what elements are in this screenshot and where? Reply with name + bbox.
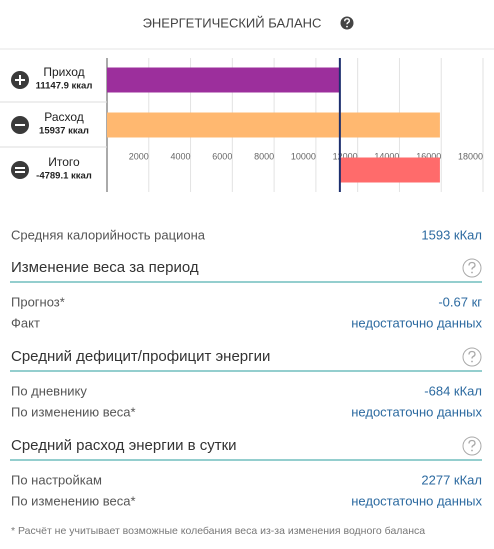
row-label: Прогноз* (11, 294, 65, 309)
bar (107, 112, 440, 138)
category-label: Расход (44, 110, 84, 124)
row-label: По изменению веса* (11, 404, 136, 419)
row-icon-symbol (15, 75, 25, 85)
x-tick-label: 8000 (254, 151, 274, 161)
value-label: 15937 ккал (39, 126, 89, 137)
row-label: По изменению веса* (11, 493, 136, 508)
help-icon[interactable] (462, 436, 482, 456)
section-title: Средний дефицит/профицит энергии (11, 348, 270, 365)
row-icon-symbol (15, 167, 25, 173)
bar (107, 67, 340, 93)
x-tick-label: 6000 (212, 151, 232, 161)
row-value: 1593 кКал (421, 227, 482, 242)
row-value: недостаточно данных (351, 315, 482, 330)
row-label: По настройкам (11, 472, 102, 487)
row-value: 2277 кКал (421, 472, 482, 487)
category-label: Итого (48, 155, 80, 169)
help-icon[interactable] (462, 347, 482, 367)
help-icon-symbol (468, 350, 476, 359)
category-label: Приход (43, 65, 84, 79)
row-value: недостаточно данных (351, 404, 482, 419)
value-label: -4789.1 ккал (36, 171, 92, 182)
help-icon-symbol (468, 261, 476, 270)
row-value: недостаточно данных (351, 493, 482, 508)
row-value: -0.67 кг (438, 294, 482, 309)
x-tick-label: 18000 (458, 151, 483, 161)
x-tick-label: 2000 (129, 151, 149, 161)
header-title: ЭНЕРГЕТИЧЕСКИЙ БАЛАНС (143, 15, 322, 30)
x-tick-label: 10000 (291, 151, 316, 161)
help-icon[interactable] (462, 258, 482, 278)
value-label: 11147.9 ккал (36, 81, 93, 92)
section-title: Изменение веса за период (11, 259, 199, 276)
help-icon-symbol (468, 439, 476, 448)
help-icon[interactable] (340, 16, 354, 30)
x-tick-label: 12000 (333, 151, 358, 161)
row-value: -684 кКал (424, 383, 482, 398)
help-icon-dot (471, 449, 473, 452)
row-label: Факт (11, 315, 40, 330)
help-icon-dot (471, 271, 473, 274)
x-tick-label: 16000 (416, 151, 441, 161)
footnote: * Расчёт не учитывает возможные колебани… (11, 525, 425, 537)
bar (339, 157, 440, 183)
row-label: Средняя калорийность рациона (11, 227, 206, 242)
row-icon (11, 161, 29, 179)
x-tick-label: 14000 (374, 151, 399, 161)
x-tick-label: 4000 (171, 151, 191, 161)
section-title: Средний расход энергии в сутки (11, 437, 237, 454)
help-icon-dot (471, 360, 473, 363)
row-label: По дневнику (11, 383, 87, 398)
